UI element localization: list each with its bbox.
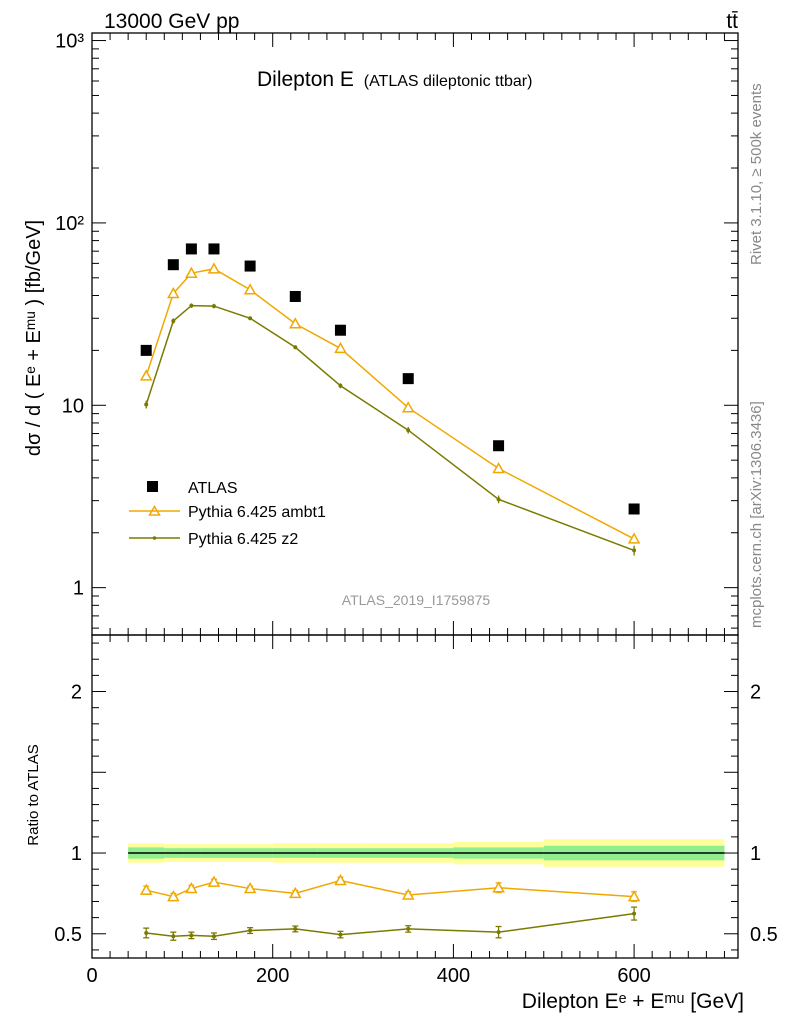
ratio-point-ambt1 bbox=[243, 882, 257, 894]
point-atlas bbox=[244, 260, 256, 272]
ratio-y-axis-label: Ratio to ATLAS bbox=[25, 744, 42, 845]
ratio-point-z2 bbox=[293, 926, 298, 931]
y-tick-label: 10³ bbox=[55, 31, 84, 53]
point-z2 bbox=[496, 497, 501, 502]
x-tick-label: 200 bbox=[256, 965, 289, 987]
ratio-point-z2 bbox=[406, 926, 411, 931]
y-tick-label: 1 bbox=[73, 578, 84, 600]
point-z2 bbox=[211, 304, 216, 309]
ratio-point-ambt1 bbox=[185, 882, 198, 894]
ratio-point-z2 bbox=[496, 930, 501, 935]
plot-title-sub: (ATLAS dileptonic ttbar) bbox=[364, 73, 533, 90]
ratio-point-ambt1 bbox=[401, 888, 415, 900]
point-ambt1 bbox=[243, 283, 257, 295]
ratio-plot-frame bbox=[91, 634, 739, 959]
rivet-label: Rivet 3.1.10, ≥ 500k events bbox=[748, 83, 765, 265]
ratio-point-z2 bbox=[189, 933, 194, 938]
ratio-point-ambt1 bbox=[139, 883, 153, 895]
ratio-point-z2 bbox=[211, 934, 216, 939]
ratio-point-ambt1 bbox=[627, 890, 641, 902]
process-label: tt̄ bbox=[726, 10, 738, 33]
ratio-point-z2 bbox=[144, 930, 149, 935]
ratio-point-z2 bbox=[632, 911, 637, 916]
ratio-point-z2 bbox=[171, 934, 176, 939]
point-atlas bbox=[185, 243, 197, 255]
legend-label-ambt1: Pythia 6.425 ambt1 bbox=[188, 504, 326, 521]
legend: ATLAS Pythia 6.425 ambt1 Pythia 6.425 z2 bbox=[129, 480, 326, 548]
legend-label-atlas: ATLAS bbox=[188, 480, 238, 497]
ratio-line-z2 bbox=[146, 912, 635, 937]
point-ambt1 bbox=[401, 401, 415, 413]
point-atlas bbox=[167, 259, 179, 271]
series-line-z2 bbox=[145, 304, 635, 552]
point-atlas bbox=[334, 324, 346, 336]
series-line-ambt1 bbox=[145, 268, 635, 540]
point-z2 bbox=[406, 428, 411, 433]
point-z2 bbox=[632, 548, 637, 553]
legend-label-z2: Pythia 6.425 z2 bbox=[188, 531, 298, 548]
energy-label: 13000 GeV pp bbox=[104, 10, 239, 33]
legend-marker-ambt1 bbox=[148, 505, 161, 516]
point-z2 bbox=[248, 316, 253, 321]
plot-title: Dilepton E (ATLAS dileptonic ttbar) bbox=[257, 68, 532, 91]
legend-marker-z2 bbox=[152, 536, 157, 540]
point-atlas bbox=[628, 503, 640, 515]
point-z2 bbox=[338, 383, 343, 388]
ratio-point-ambt1 bbox=[492, 881, 505, 893]
point-ambt1 bbox=[492, 461, 505, 474]
x-tick-label: 400 bbox=[437, 965, 470, 987]
ratio-point-ambt1 bbox=[167, 890, 180, 902]
point-ambt1 bbox=[167, 286, 180, 299]
point-atlas bbox=[208, 243, 220, 255]
ratio-y-tick-label-right: 2 bbox=[750, 682, 761, 704]
ratio-point-z2 bbox=[338, 932, 343, 937]
point-atlas bbox=[402, 373, 414, 385]
ratio-y-tick-label: 1 bbox=[71, 843, 82, 865]
source-label: mcplots.cern.ch [arXiv:1306.3436] bbox=[748, 401, 765, 628]
ratio-point-ambt1 bbox=[207, 875, 221, 887]
ratio-y-tick-label-right: 1 bbox=[750, 843, 761, 865]
ratio-point-ambt1 bbox=[334, 873, 347, 886]
point-z2 bbox=[171, 318, 176, 323]
point-ambt1 bbox=[289, 317, 302, 329]
y-tick-label: 10 bbox=[62, 395, 84, 417]
x-axis-label: Dilepton Eᵉ + Eᵐᵘ [GeV] bbox=[522, 990, 744, 1013]
point-z2 bbox=[144, 402, 149, 407]
legend-marker-atlas bbox=[147, 481, 158, 492]
ratio-point-z2 bbox=[248, 928, 253, 933]
point-ambt1 bbox=[627, 532, 641, 544]
x-tick-label: 0 bbox=[86, 965, 97, 987]
ratio-y-tick-label-right: 0.5 bbox=[750, 924, 778, 946]
analysis-label: ATLAS_2019_I1759875 bbox=[342, 592, 491, 608]
ratio-y-tick-label: 0.5 bbox=[54, 924, 82, 946]
point-z2 bbox=[189, 303, 194, 308]
ratio-y-tick-label: 2 bbox=[71, 682, 82, 704]
point-ambt1 bbox=[334, 341, 347, 354]
x-tick-label: 600 bbox=[617, 965, 650, 987]
plot-title-main: Dilepton E bbox=[257, 68, 354, 91]
point-ambt1 bbox=[185, 266, 198, 278]
main-y-axis-label: dσ / d ( Eᵉ + Eᵐᵘ ) [fb/GeV] bbox=[23, 220, 45, 456]
point-atlas bbox=[140, 344, 152, 356]
point-atlas bbox=[493, 440, 505, 452]
uncertainty-band bbox=[128, 839, 725, 867]
point-ambt1 bbox=[139, 369, 153, 381]
y-tick-label: 10² bbox=[55, 213, 84, 235]
point-atlas bbox=[289, 290, 301, 302]
ratio-point-ambt1 bbox=[289, 886, 302, 899]
ratio-line-ambt1 bbox=[146, 879, 635, 898]
point-ambt1 bbox=[207, 262, 221, 274]
point-z2 bbox=[293, 345, 298, 350]
